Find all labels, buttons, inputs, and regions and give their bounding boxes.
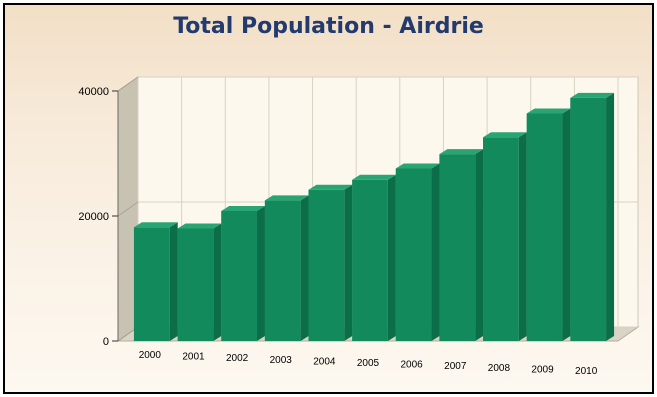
bar-side (475, 149, 484, 341)
x-tick-label: 2004 (313, 356, 336, 367)
x-tick-label: 2000 (139, 350, 162, 361)
bar (395, 163, 440, 341)
bar-front (395, 168, 432, 341)
bar (177, 223, 222, 341)
bar (133, 222, 178, 341)
bar (570, 92, 615, 341)
bar-side (562, 108, 571, 341)
bar-top (221, 206, 265, 211)
bar (221, 206, 265, 341)
x-tick-label: 2008 (488, 363, 511, 374)
bar-top (395, 163, 440, 169)
x-tick-label: 2001 (182, 352, 205, 363)
x-tick-label: 2006 (401, 360, 424, 371)
bar-top (526, 108, 571, 114)
bar-side (256, 206, 265, 341)
bar (264, 195, 309, 341)
bar-side (518, 132, 527, 341)
bar-top (483, 132, 527, 138)
bar-side (431, 163, 440, 341)
bar-side (387, 174, 396, 341)
bar-top (570, 92, 615, 98)
bar-front (264, 200, 301, 341)
bar-front (133, 227, 170, 341)
bar-top (177, 223, 222, 229)
bar-front (570, 97, 607, 341)
bar-side (606, 92, 615, 341)
bar-front (221, 211, 257, 341)
bar (439, 149, 484, 341)
bar-front (526, 113, 563, 341)
x-tick-label: 2007 (444, 361, 467, 372)
bar-front (483, 137, 519, 341)
bar-top (264, 195, 309, 201)
y-tick-label: 20000 (78, 211, 109, 223)
bar-front (352, 179, 388, 341)
y-tick-label: 0 (103, 336, 109, 348)
bar (308, 184, 353, 341)
bar-front (308, 189, 345, 341)
gridline-side (117, 76, 139, 92)
bar (526, 108, 571, 341)
bar (352, 174, 396, 341)
bar-side (344, 184, 353, 341)
x-tick-label: 2003 (270, 355, 293, 366)
x-tick-label: 2005 (357, 358, 380, 369)
x-tick-label: 2009 (531, 364, 554, 375)
y-tick-label: 40000 (78, 86, 109, 98)
chart-title: Total Population - Airdrie (173, 14, 484, 39)
gridline-side (117, 201, 139, 217)
bar-top (133, 222, 178, 228)
bar-side (213, 223, 222, 341)
bar-front (177, 228, 214, 341)
x-tick-label: 2002 (226, 353, 249, 364)
bar (483, 132, 527, 341)
bar-front (439, 154, 476, 341)
x-tick-label: 2010 (575, 366, 598, 377)
bar-side (169, 222, 178, 341)
bar-top (308, 184, 353, 190)
bar-side (300, 195, 309, 341)
bar-top (439, 149, 484, 155)
bar-top (352, 174, 396, 180)
